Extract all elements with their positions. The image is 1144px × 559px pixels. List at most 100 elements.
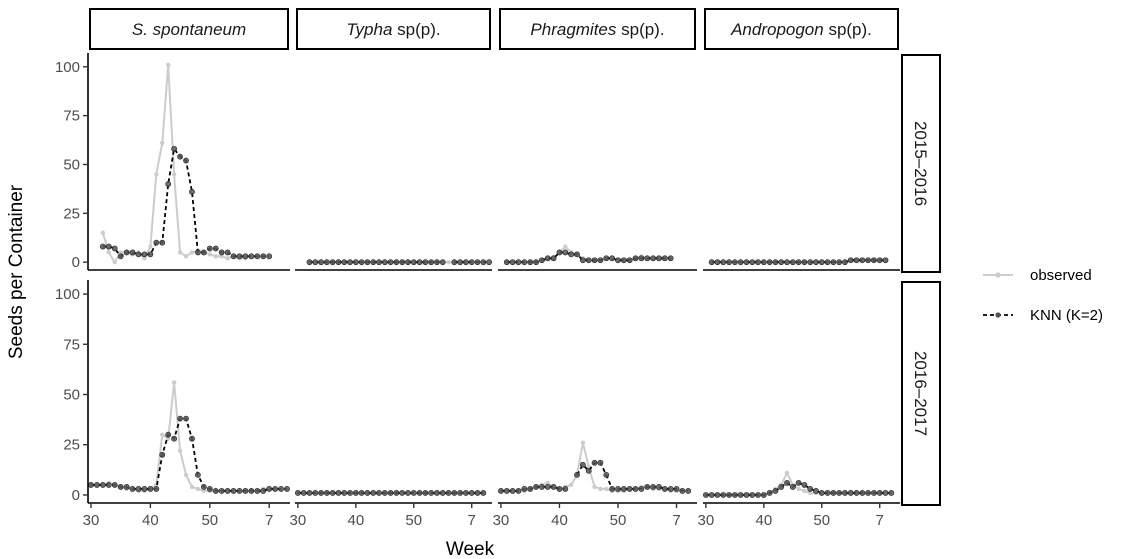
observed-point [796,486,801,492]
knn-point [381,259,388,266]
knn-point [171,435,178,442]
y-axis-title: Seeds per Container [6,184,27,359]
knn-point [550,255,557,262]
knn-point [230,488,237,494]
knn-point [503,488,510,494]
knn-point [364,259,371,266]
x-tick-label: 30 [83,512,100,529]
knn-point [224,488,231,494]
knn-point [376,490,382,496]
knn-point [358,490,365,496]
knn-point [428,259,435,266]
knn-point [795,259,802,266]
knn-point [760,259,767,266]
strip-box [89,8,289,50]
knn-point [876,257,883,264]
y-tick-label: 0 [72,487,80,504]
knn-point [312,490,319,496]
observed-point [166,62,171,68]
knn-point [515,259,522,266]
knn-point [358,259,365,266]
x-tick-label: 30 [698,512,715,529]
knn-point [218,488,225,494]
strip-label: Andropogon sp(p). [730,20,872,39]
knn-point [620,257,627,264]
knn-point [387,259,394,266]
x-tick-label: 40 [755,512,772,529]
knn-point [200,249,207,256]
observed-point [160,432,165,437]
observed-line [91,382,276,492]
knn-point [416,490,423,496]
row-strip-box [901,54,941,273]
knn-point [784,480,790,486]
knn-point [842,490,848,496]
knn-point [129,486,136,492]
knn-point [807,486,814,492]
knn-point [632,255,639,262]
x-tick-label: 50 [610,512,627,529]
knn-point [486,259,493,266]
column-strips: S. spontaneum Typha sp(p). Phragmites sp(p… [89,8,899,50]
knn-point [123,484,130,490]
knn-point [702,492,709,498]
axes: 0 25 50 75 100 0 25 50 75 100 30 40 50 7 30 40 50 7 30 40 50… [55,53,900,529]
knn-point [527,486,534,492]
knn-point [772,259,779,266]
knn-point [609,255,616,262]
x-axis-title: Week [446,539,495,559]
observed-point [183,254,189,259]
knn-point [656,255,662,262]
knn-point [159,451,166,458]
x-tick-label: 50 [813,512,830,529]
knn-point [562,486,569,492]
knn-point [708,492,715,498]
observed-point [784,470,790,476]
knn-point [818,259,825,266]
knn-point [784,259,790,266]
knn-point [463,490,469,496]
observed-point [177,250,183,255]
knn-point [830,490,837,496]
knn-point [159,239,166,246]
knn-point [248,488,255,494]
knn-point [242,488,249,494]
observed-point [171,380,177,385]
knn-point [129,249,136,256]
observed-point [106,250,111,255]
knn-point [335,490,342,496]
knn-point [294,490,301,496]
observed-point [171,172,177,177]
knn-point [177,153,183,160]
facet-panel [294,490,487,496]
knn-point [661,486,668,492]
knn-point [801,482,808,488]
y-tick-label: 100 [55,286,80,303]
y-tick-label: 75 [63,336,80,353]
knn-point [439,490,446,496]
knn-point [200,484,207,490]
knn-point [195,471,201,478]
knn-point [117,253,124,260]
knn-point [147,251,154,258]
knn-line [102,146,270,258]
knn-point [766,259,773,266]
knn-point [111,245,118,252]
knn-point [836,490,843,496]
knn-point [410,490,417,496]
observed-point [189,484,195,490]
knn-point [195,249,201,256]
knn-point [597,459,604,466]
observed-point [177,448,183,453]
knn-point [88,482,94,488]
knn-point [439,259,446,266]
knn-point [422,490,429,496]
knn-point [323,259,330,266]
knn-point [410,259,417,266]
knn-point [347,490,353,496]
knn-point [521,486,528,492]
knn-point [224,249,231,256]
facet-panel [99,62,273,265]
knn-point [278,486,284,492]
strip-box [296,8,491,50]
